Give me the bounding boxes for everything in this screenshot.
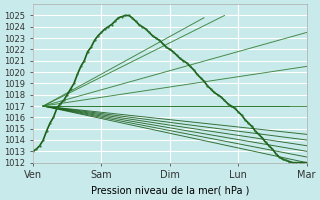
X-axis label: Pression niveau de la mer( hPa ): Pression niveau de la mer( hPa ) — [91, 186, 249, 196]
